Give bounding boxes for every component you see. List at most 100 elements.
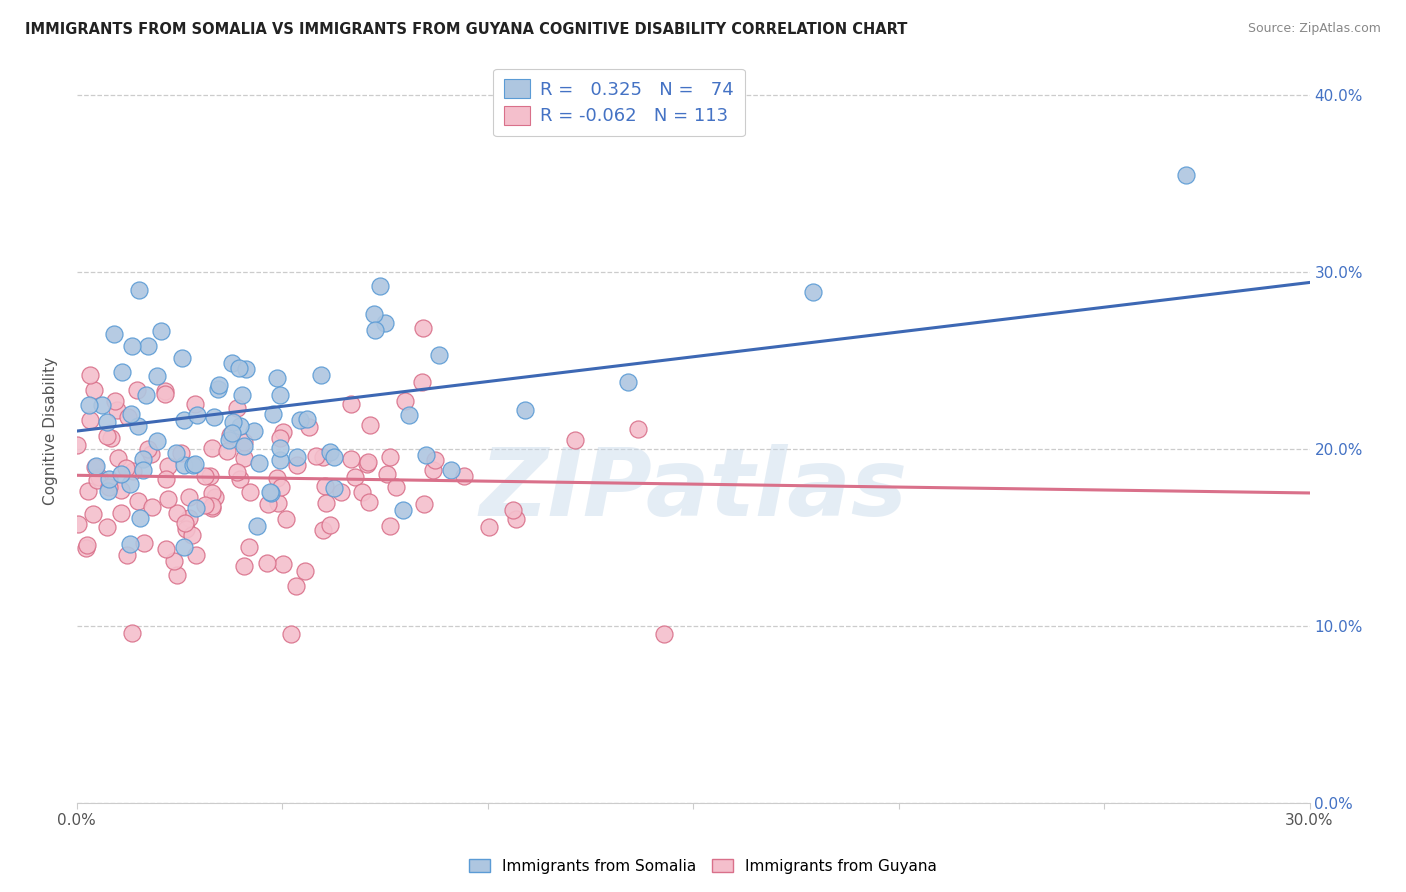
Point: [120, 477, 142, 491]
Point: [269, 442, 291, 456]
Point: [297, 420, 319, 434]
Point: [312, 523, 335, 537]
Point: [165, 445, 187, 459]
Point: [340, 452, 363, 467]
Point: [77, 398, 100, 412]
Point: [385, 481, 408, 495]
Point: [66, 516, 89, 531]
Point: [135, 388, 157, 402]
Point: [121, 464, 143, 478]
Point: [221, 356, 243, 370]
Point: [96, 415, 118, 429]
Point: [323, 481, 346, 495]
Point: [201, 500, 224, 515]
Point: [1175, 168, 1198, 182]
Point: [114, 461, 136, 475]
Point: [246, 518, 269, 533]
Point: [269, 453, 291, 467]
Point: [343, 470, 366, 484]
Point: [377, 467, 399, 481]
Point: [87, 469, 110, 483]
Point: [86, 459, 108, 474]
Point: [136, 338, 159, 352]
Point: [271, 425, 294, 439]
Point: [453, 469, 475, 483]
Point: [156, 459, 179, 474]
Point: [215, 444, 238, 458]
Point: [394, 394, 416, 409]
Point: [233, 435, 256, 450]
Point: [75, 541, 97, 555]
Point: [478, 520, 501, 534]
Point: [284, 578, 307, 592]
Point: [184, 457, 207, 471]
Point: [266, 471, 288, 485]
Point: [177, 511, 200, 525]
Point: [194, 468, 217, 483]
Point: [352, 485, 374, 500]
Point: [174, 523, 197, 537]
Point: [96, 520, 118, 534]
Point: [238, 541, 260, 555]
Point: [104, 394, 127, 409]
Point: [319, 445, 342, 459]
Point: [98, 473, 121, 487]
Point: [273, 557, 295, 571]
Point: [270, 480, 292, 494]
Point: [127, 418, 149, 433]
Point: [330, 485, 353, 500]
Point: [127, 494, 149, 508]
Point: [378, 450, 401, 465]
Point: [356, 457, 378, 471]
Point: [229, 472, 252, 486]
Text: IMMIGRANTS FROM SOMALIA VS IMMIGRANTS FROM GUYANA COGNITIVE DISABILITY CORRELATI: IMMIGRANTS FROM SOMALIA VS IMMIGRANTS FR…: [25, 22, 908, 37]
Point: [305, 449, 328, 463]
Point: [198, 469, 221, 483]
Point: [505, 511, 527, 525]
Point: [76, 538, 98, 552]
Point: [100, 432, 122, 446]
Text: Source: ZipAtlas.com: Source: ZipAtlas.com: [1247, 22, 1381, 36]
Point: [257, 497, 280, 511]
Point: [120, 407, 142, 421]
Point: [256, 557, 278, 571]
Point: [801, 285, 824, 299]
Point: [103, 326, 125, 341]
Point: [173, 516, 195, 530]
Point: [183, 458, 205, 473]
Point: [150, 324, 173, 338]
Point: [118, 537, 141, 551]
Point: [207, 382, 229, 396]
Point: [359, 418, 381, 433]
Point: [364, 322, 387, 336]
Point: [128, 283, 150, 297]
Point: [312, 450, 335, 464]
Point: [502, 503, 524, 517]
Point: [374, 316, 396, 330]
Point: [170, 446, 193, 460]
Point: [322, 450, 344, 464]
Point: [412, 320, 434, 334]
Point: [84, 460, 107, 475]
Point: [440, 463, 463, 477]
Point: [181, 527, 204, 541]
Point: [128, 511, 150, 525]
Point: [173, 413, 195, 427]
Point: [153, 386, 176, 401]
Point: [83, 383, 105, 397]
Point: [82, 507, 104, 521]
Point: [363, 307, 385, 321]
Point: [155, 541, 177, 556]
Point: [266, 371, 288, 385]
Legend: R =   0.325   N =   74, R = -0.062   N = 113: R = 0.325 N = 74, R = -0.062 N = 113: [494, 69, 745, 136]
Point: [392, 503, 415, 517]
Point: [294, 564, 316, 578]
Point: [319, 518, 342, 533]
Point: [173, 458, 195, 473]
Point: [285, 458, 308, 472]
Point: [208, 377, 231, 392]
Point: [380, 518, 402, 533]
Point: [617, 375, 640, 389]
Point: [111, 365, 134, 379]
Point: [222, 415, 245, 429]
